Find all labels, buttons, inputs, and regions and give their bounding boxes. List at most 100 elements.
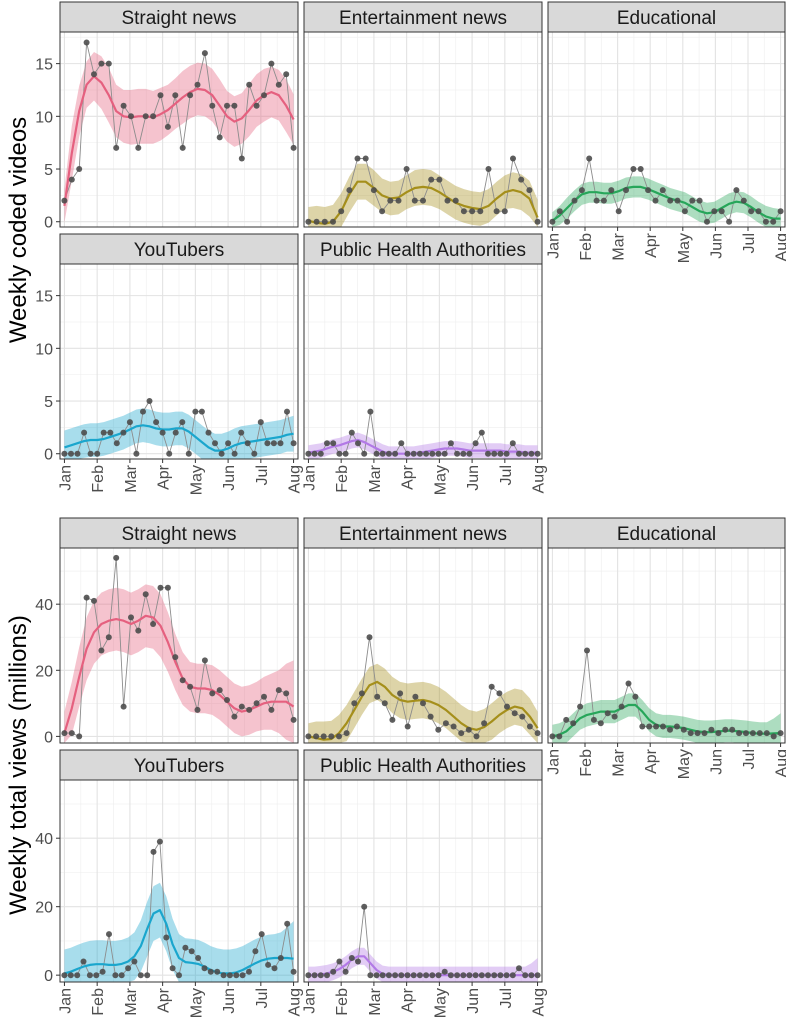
p0-educational-data-point xyxy=(593,197,600,204)
p0-straight-news-data-point xyxy=(157,92,164,99)
p0-straight-news-data-point xyxy=(216,134,223,141)
p1-straight-news-data-point xyxy=(216,687,223,694)
p0-straight-news-data-point xyxy=(187,92,194,99)
p0-entertainment-news-data-point xyxy=(387,197,394,204)
p1-youtubers-data-point xyxy=(74,972,81,979)
p0-youtubers-data-point xyxy=(74,450,81,457)
p0-youtubers-data-point xyxy=(146,398,153,404)
p1-youtubers-data-point xyxy=(233,972,240,979)
p1-youtubers-data-point xyxy=(220,972,227,979)
p0-youtubers-data-point xyxy=(126,419,133,426)
p1-entertainment-news-data-point xyxy=(534,730,541,737)
p1-straight-news-data-point xyxy=(113,554,120,561)
p1-youtubers-data-point xyxy=(176,972,182,979)
p0-youtubers-data-point xyxy=(251,450,258,457)
p0-youtubers-data-point xyxy=(113,440,120,447)
p1-educational-data-point xyxy=(680,726,687,733)
p0-educational-x-tick-label: Jan xyxy=(545,233,562,259)
p1-entertainment-news-data-point xyxy=(343,730,350,737)
p1-public-health-authorities-data-point xyxy=(466,972,473,979)
p0-public-health-authorities-data-point xyxy=(454,450,461,457)
p0-entertainment-news-data-point xyxy=(305,218,312,225)
p1-straight-news-strip xyxy=(59,517,299,549)
p1-public-health-authorities-data-point xyxy=(342,968,349,975)
p1-entertainment-news-data-point xyxy=(420,700,426,707)
p1-public-health-authorities-data-point xyxy=(385,972,392,979)
p1-educational-data-point xyxy=(701,730,708,737)
p0-straight-news-data-point xyxy=(290,144,297,151)
p0-straight-news-data-point xyxy=(253,102,260,109)
p1-youtubers-data-point xyxy=(265,961,272,968)
p1-educational-raw-line xyxy=(552,650,781,737)
p1-youtubers-x-tick-label: May xyxy=(188,988,205,1018)
p1-public-health-authorities-strip-label: Public Health Authorities xyxy=(320,756,526,777)
y-axis-title-0: Weekly coded videos xyxy=(5,117,32,343)
p1-straight-news-data-point xyxy=(142,591,149,598)
p0-youtubers-data-point xyxy=(87,450,94,457)
p1-entertainment-news-data-point xyxy=(404,723,411,730)
p1-educational-x-tick-label: May xyxy=(676,749,693,779)
p1-educational-data-point xyxy=(563,716,570,723)
p0-youtubers-y-tick-label: 10 xyxy=(35,341,53,358)
p1-public-health-authorities-x-tick-label: Jun xyxy=(465,988,482,1014)
p1-straight-news-data-point xyxy=(187,683,194,690)
p0-educational-data-point xyxy=(704,218,710,225)
p1-public-health-authorities-data-point xyxy=(355,958,361,965)
p1-educational-data-point xyxy=(729,726,736,733)
p1-youtubers-data-point xyxy=(258,931,265,938)
p0-educational-data-point xyxy=(623,187,629,194)
p0-entertainment-news-data-point xyxy=(379,208,386,215)
p1-public-health-authorities-data-point xyxy=(305,972,312,979)
p0-youtubers-y-tick-label: 15 xyxy=(35,289,53,306)
p1-youtubers-data-point xyxy=(252,948,259,955)
p1-straight-news-data-point xyxy=(261,693,267,700)
p0-youtubers-confidence-band xyxy=(64,408,294,459)
p0-straight-news-strip-label: Straight news xyxy=(121,8,236,29)
p0-public-health-authorities-data-point xyxy=(485,450,491,457)
p1-educational-data-point xyxy=(770,733,777,740)
p1-public-health-authorities-data-point xyxy=(311,972,318,979)
p1-straight-news-data-point xyxy=(209,690,216,697)
p0-educational-data-point xyxy=(652,197,659,204)
p1-educational-x-tick-label: Apr xyxy=(643,748,660,774)
p0-straight-news-data-point xyxy=(238,155,245,162)
p1-youtubers-data-point xyxy=(106,931,112,938)
p1-youtubers-data-point xyxy=(169,965,176,972)
p0-straight-news-data-point xyxy=(224,102,230,109)
p0-educational-x-tick-label: Aug xyxy=(774,233,786,261)
p0-entertainment-news-data-point xyxy=(395,197,402,204)
p0-public-health-authorities-data-point xyxy=(373,450,380,457)
p0-straight-news-panel-border xyxy=(59,31,299,228)
p1-educational-data-point xyxy=(611,713,618,720)
p1-youtubers-panel-border xyxy=(59,779,299,983)
p0-public-health-authorities-x-tick-label: Apr xyxy=(400,464,417,490)
p0-youtubers-data-point xyxy=(68,450,74,457)
p1-entertainment-news-data-point xyxy=(381,700,388,707)
p1-youtubers-data-point xyxy=(86,972,93,979)
p0-youtubers-data-point xyxy=(264,440,271,447)
p0-public-health-authorities-data-point xyxy=(534,450,541,457)
p1-public-health-authorities-data-point xyxy=(392,972,399,979)
p1-educational-x-tick-label: Feb xyxy=(578,749,595,777)
p0-entertainment-news-data-point xyxy=(403,166,410,172)
p1-youtubers-data-point xyxy=(80,958,87,965)
p1-straight-news-data-point xyxy=(283,690,290,697)
p1-public-health-authorities-data-point xyxy=(416,972,423,979)
p0-youtubers-data-point xyxy=(257,419,264,426)
p0-educational-data-point xyxy=(637,166,644,172)
p1-public-health-authorities-data-point xyxy=(348,955,355,961)
p0-youtubers-data-point xyxy=(238,429,245,436)
p1-youtubers-data-point xyxy=(207,968,214,975)
p0-public-health-authorities-strip-label: Public Health Authorities xyxy=(320,240,526,261)
p1-straight-news-data-point xyxy=(290,716,297,723)
p1-straight-news-data-point xyxy=(120,703,127,710)
p0-public-health-authorities-x-tick-label: Feb xyxy=(334,465,351,493)
p0-public-health-authorities-x-tick-label: Jul xyxy=(498,465,515,485)
p0-educational-data-point xyxy=(571,197,578,204)
p1-public-health-authorities-x-tick-label: May xyxy=(432,988,449,1018)
p1-youtubers-data-point xyxy=(156,838,163,845)
p1-educational-data-point xyxy=(694,730,701,737)
p0-educational-data-point xyxy=(740,197,747,204)
p1-public-health-authorities-strip xyxy=(303,749,543,781)
